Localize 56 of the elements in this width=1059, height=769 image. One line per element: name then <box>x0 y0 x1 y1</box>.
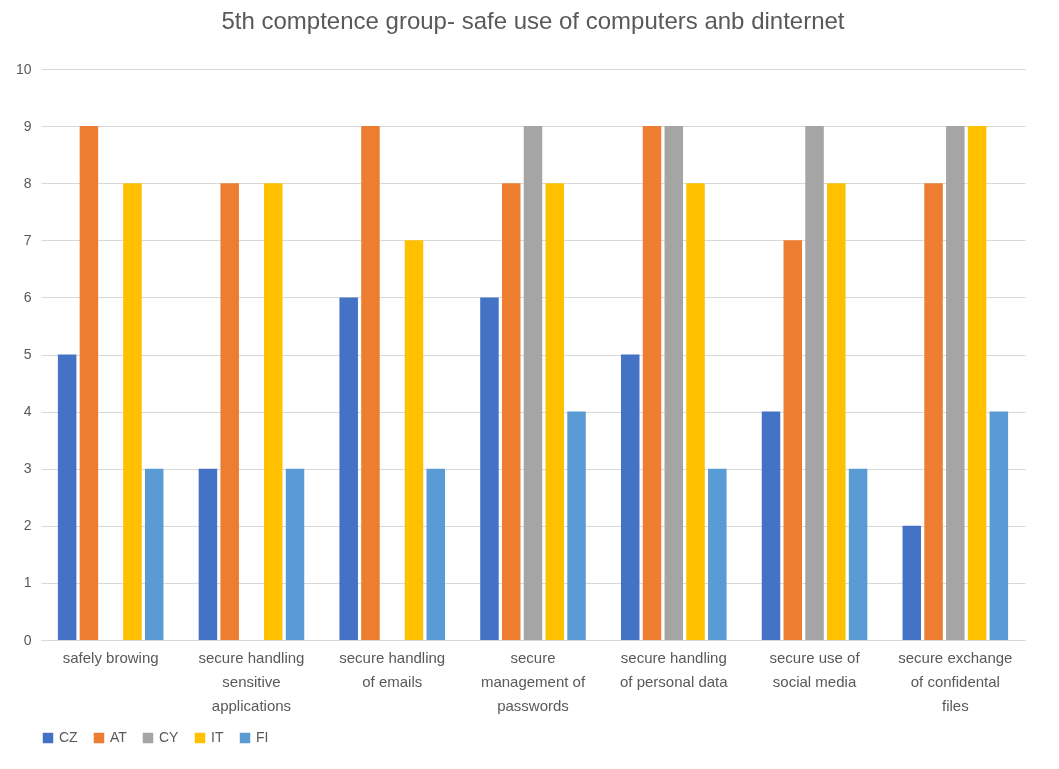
y-tick-label: 0 <box>23 631 32 648</box>
y-tick-label: 6 <box>23 288 32 305</box>
bar <box>545 183 565 640</box>
bar <box>361 126 380 640</box>
y-tick-label: 7 <box>23 231 32 248</box>
x-tick-label: safely browing <box>62 648 159 666</box>
bar <box>123 183 142 640</box>
bar <box>501 183 521 640</box>
x-tick-label: secure handling sensitive applications <box>198 648 305 714</box>
x-tick-label: secure management of passwords <box>480 648 586 714</box>
legend-label: AT <box>110 729 128 745</box>
bar <box>642 126 662 640</box>
bar <box>404 240 424 640</box>
legend-label: CZ <box>59 729 79 745</box>
bar <box>827 183 846 640</box>
bar <box>523 126 543 640</box>
bar <box>967 126 987 640</box>
y-tick-label: 4 <box>23 403 32 420</box>
bar <box>79 126 99 640</box>
x-tick-label: secure handling of personal data <box>619 648 729 690</box>
bar <box>761 411 781 640</box>
y-tick-label: 1 <box>23 574 32 591</box>
bar <box>144 468 164 640</box>
bar <box>805 126 824 640</box>
bar <box>902 525 922 640</box>
bar <box>480 297 499 640</box>
bar <box>567 411 586 640</box>
x-tick-label: secure handling of emails <box>339 648 446 690</box>
bar <box>620 354 640 640</box>
bar <box>426 468 446 640</box>
bar <box>783 240 803 640</box>
bar <box>57 354 77 640</box>
bar <box>664 126 684 640</box>
y-tick-label: 9 <box>23 117 32 134</box>
bar <box>220 183 239 640</box>
legend-label: CY <box>159 729 180 745</box>
chart-title: 5th comptence group- safe use of computers anb dinternet <box>221 7 845 34</box>
bar <box>708 468 727 640</box>
y-tick-label: 10 <box>15 60 32 77</box>
bar <box>339 297 358 640</box>
bar <box>263 183 283 640</box>
bar <box>946 126 965 640</box>
y-tick-label: 2 <box>23 517 32 534</box>
y-tick-label: 8 <box>23 174 32 191</box>
bar <box>848 468 868 640</box>
bar <box>924 183 943 640</box>
bar <box>285 468 305 640</box>
x-tick-label: secure use of social media <box>769 648 861 690</box>
legend-label: FI <box>256 729 269 745</box>
x-tick-label: secure exchange of confidental files <box>898 648 1013 714</box>
y-tick-label: 3 <box>23 460 32 477</box>
bar <box>198 468 218 640</box>
y-tick-label: 5 <box>23 346 32 362</box>
legend-label: IT <box>211 729 224 745</box>
bar <box>686 183 705 640</box>
bar <box>989 411 1009 640</box>
